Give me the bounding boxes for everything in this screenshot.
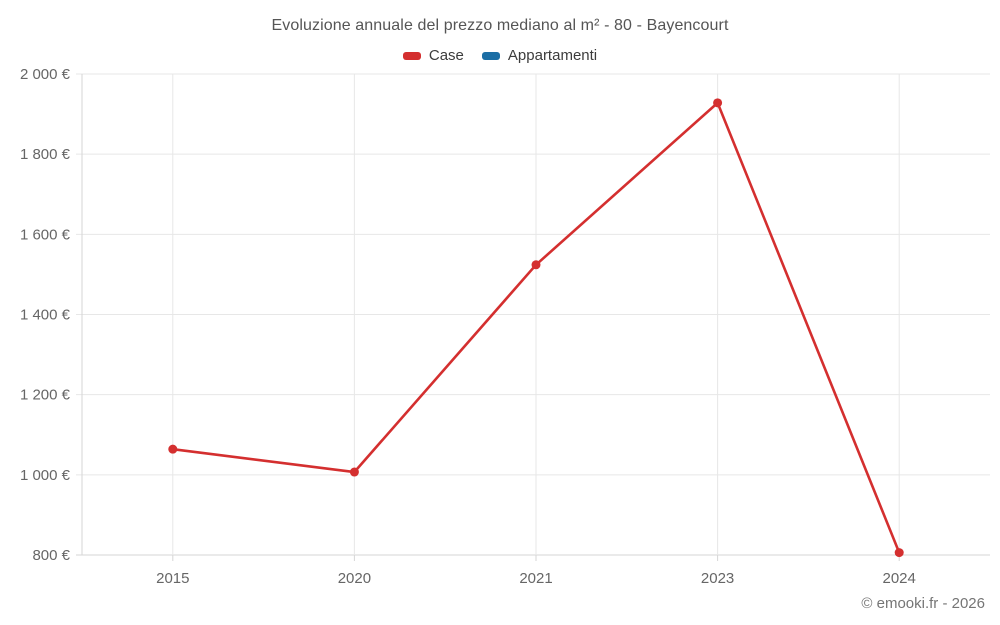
y-tick-label: 1 000 € <box>20 467 71 484</box>
y-tick-label: 800 € <box>32 547 70 564</box>
legend-label-appartamenti: Appartamenti <box>507 47 598 64</box>
data-point-case-2024[interactable] <box>894 548 904 558</box>
y-tick-label: 1 800 € <box>20 146 71 163</box>
x-tick-label: 2024 <box>883 570 916 587</box>
legend-swatch-appartamenti <box>481 51 500 60</box>
legend: Case Appartamenti <box>0 47 1000 64</box>
x-tick-label: 2020 <box>338 570 371 587</box>
copyright-footer: © emooki.fr - 2026 <box>861 595 985 612</box>
data-point-case-2021[interactable] <box>531 260 541 270</box>
y-tick-label: 1 200 € <box>20 387 71 404</box>
chart-title: Evoluzione annuale del prezzo mediano al… <box>271 17 729 34</box>
legend-swatch-case <box>402 51 421 60</box>
y-tick-label: 1 600 € <box>20 226 71 243</box>
data-point-case-2020[interactable] <box>349 467 359 477</box>
y-tick-label: 1 400 € <box>20 307 71 324</box>
legend-item-case[interactable]: Case <box>402 47 464 64</box>
data-point-case-2023[interactable] <box>713 98 723 108</box>
x-tick-label: 2021 <box>519 570 552 587</box>
y-tick-label: 2 000 € <box>20 66 71 83</box>
legend-label-case: Case <box>428 47 464 64</box>
x-tick-label: 2015 <box>156 570 189 587</box>
x-tick-label: 2023 <box>701 570 734 587</box>
legend-item-appartamenti[interactable]: Appartamenti <box>481 47 598 64</box>
data-point-case-2015[interactable] <box>168 444 178 454</box>
